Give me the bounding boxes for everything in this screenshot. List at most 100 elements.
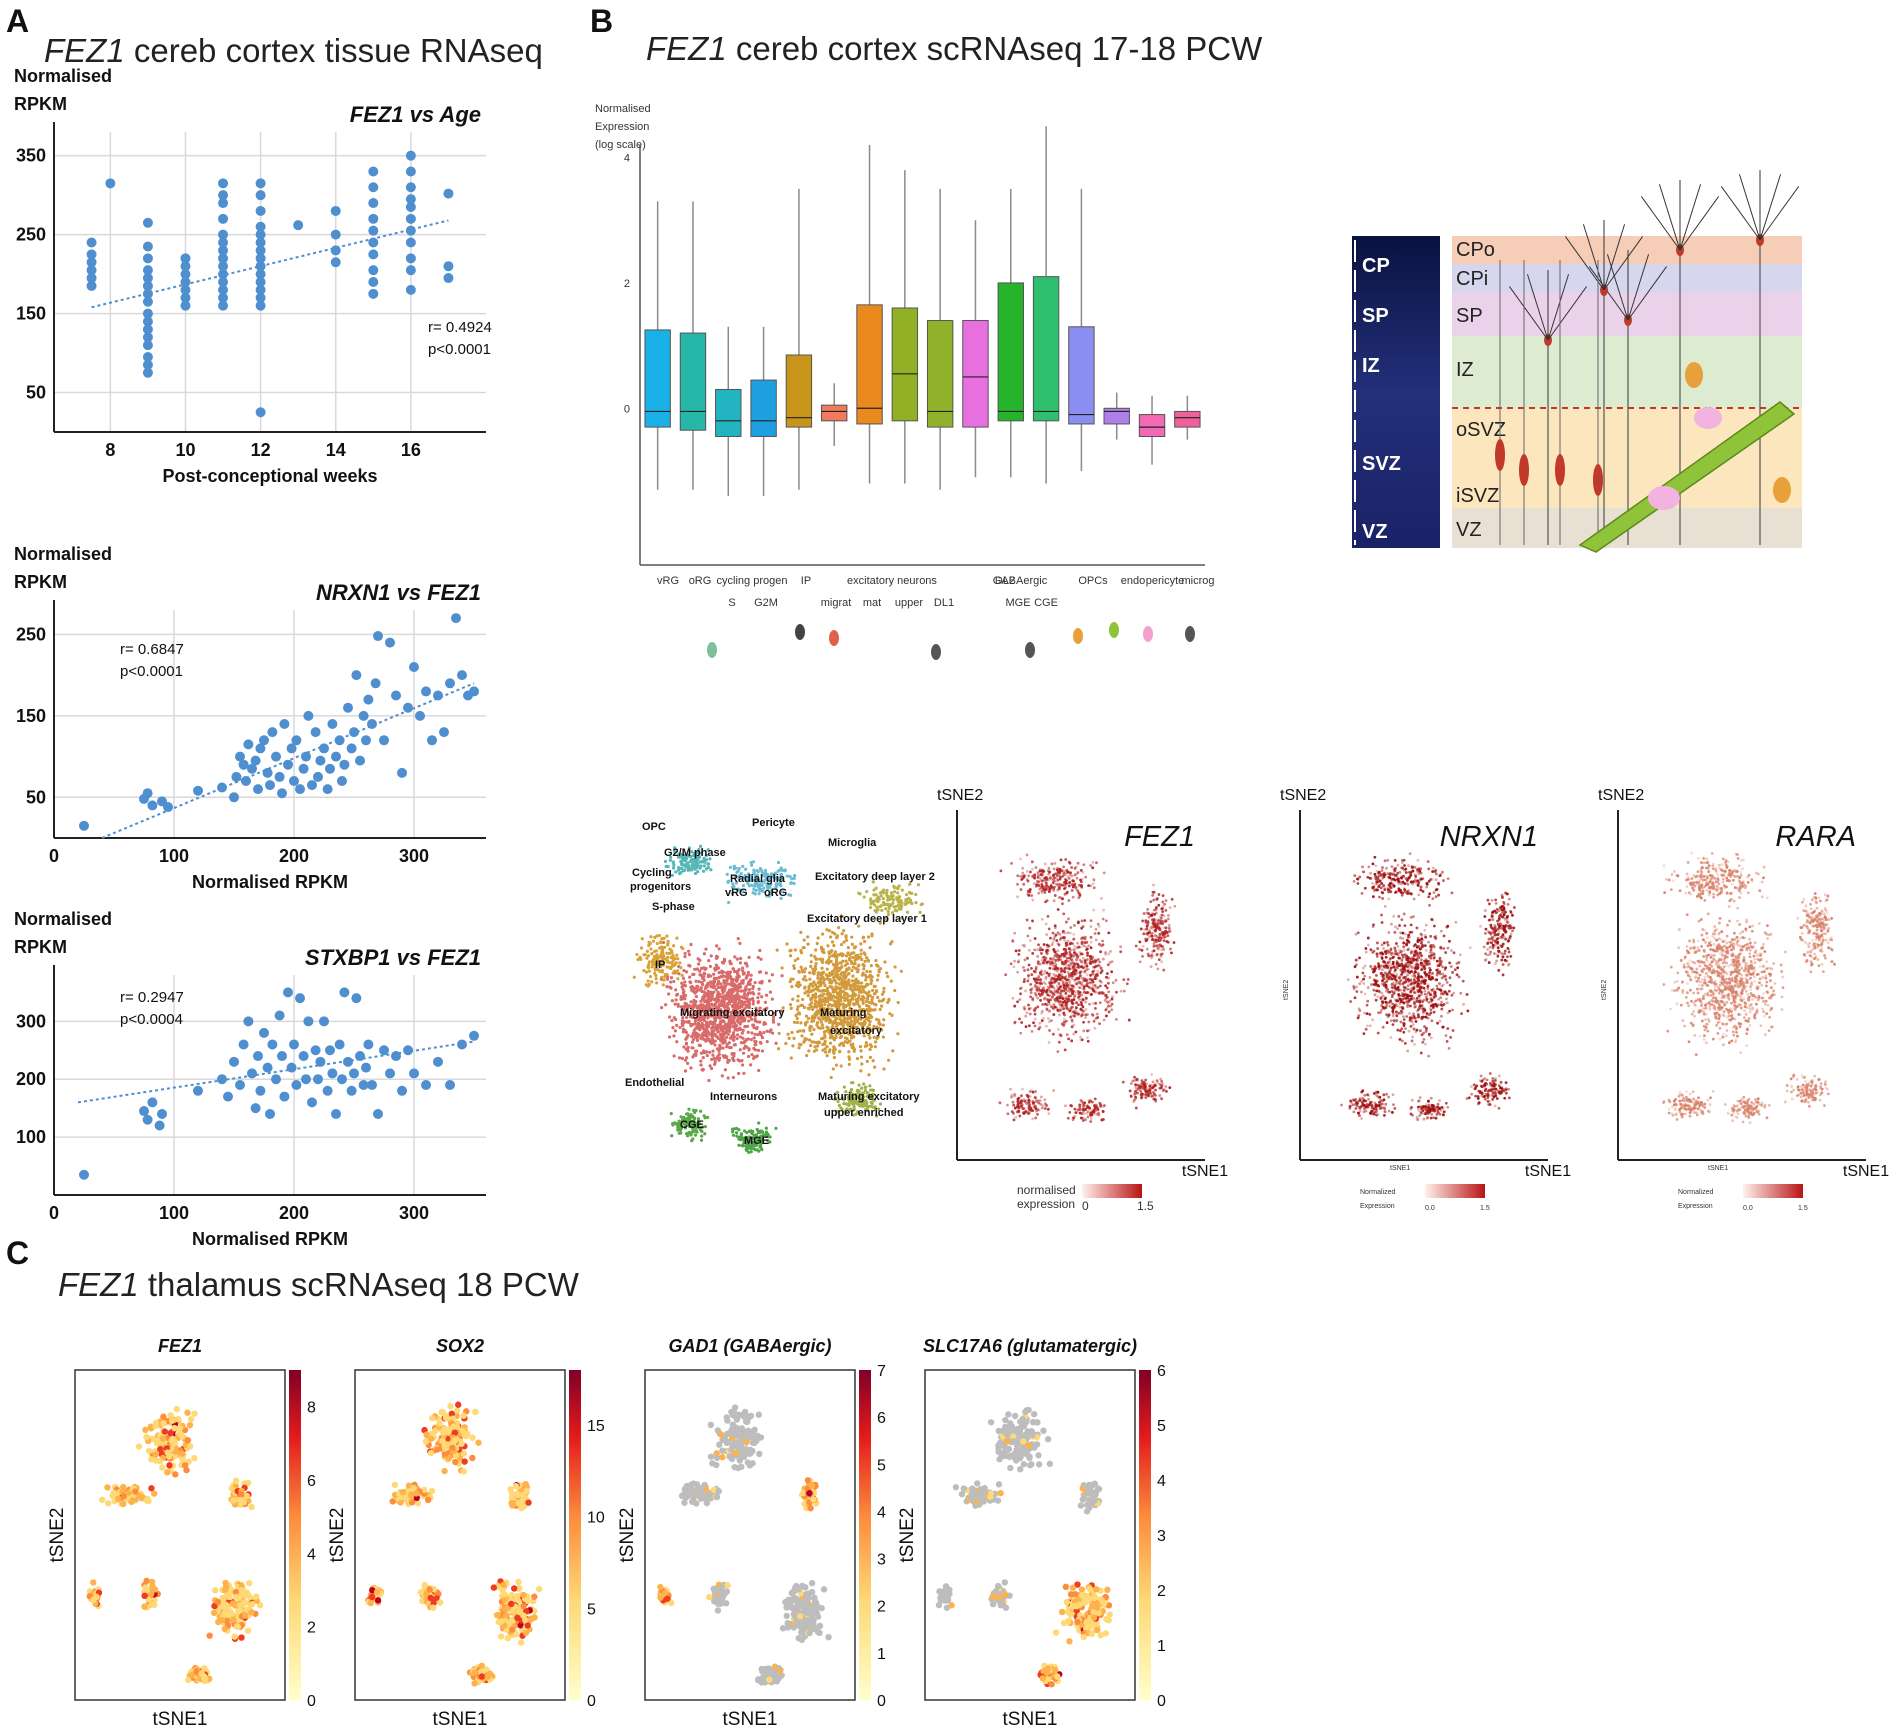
cluster-maturing-excitatory-point [815,1048,819,1052]
cluster-migrating-excitatory-point [750,1031,754,1035]
cell-point [1153,913,1157,916]
cluster-migrating-excitatory-point [753,1032,757,1036]
cell-point [1028,988,1032,992]
cell-point [1026,892,1030,896]
data-point [218,178,229,189]
cluster-maturing-excitatory-point [847,956,852,961]
cell-point [1046,949,1050,952]
cluster-maturing-excitatory-point [821,1036,825,1040]
cell-point [1037,891,1041,895]
cell-point [1096,974,1099,977]
cell-point [1094,938,1098,942]
cluster-migrating-excitatory-point [687,952,691,957]
cluster-migrating-excitatory-point [758,1006,762,1010]
cluster-mge-point [755,1148,759,1152]
cluster-migrating-excitatory-point [693,967,697,971]
cell-point [1026,934,1030,938]
layer-label-sp: SP [1456,305,1483,327]
cluster-maturing-excitatory-point [839,972,843,977]
cluster-mge-point [738,1135,742,1140]
cluster-migrating-excitatory-point [697,1033,701,1037]
cell-point [1019,1031,1023,1035]
cluster-ip-point [669,956,673,960]
cluster-cge-point [699,1138,704,1142]
cell-point [1142,932,1146,936]
cluster-cge-point [671,1123,675,1127]
cluster-migrating-excitatory-point [732,1043,736,1047]
cluster-maturing-excitatory-point [879,1004,884,1008]
cluster-label: Excitatory deep layer 2 [815,871,935,883]
data-point [303,710,314,721]
cluster-maturing-excitatory-point [850,979,855,983]
cell-point [1040,1019,1044,1023]
cluster-migrating-excitatory-point [717,947,721,951]
cell-point [1068,981,1072,984]
cell-point [1151,894,1155,897]
cluster-label: MGE [744,1135,769,1147]
data-point [405,194,416,205]
cell-point [1085,962,1088,966]
cell-point [1046,945,1049,949]
cell-point [1063,1048,1067,1052]
data-point [247,763,257,774]
cluster-maturing-excitatory-point [870,1001,874,1005]
cluster-migrating-excitatory-point [732,986,737,990]
cluster-ip-point [642,968,646,973]
cell-point [1010,1110,1014,1114]
cell-point [1096,969,1100,973]
cluster-excitatory-deep-layer-1-point [903,902,907,906]
cluster-maturing-excitatory-point [854,966,858,971]
y-axis-label: RPKM [14,94,67,114]
cluster-migrating-excitatory-point [738,1035,742,1039]
cell-point [1026,968,1030,972]
data-point [286,743,297,754]
cell-point [1041,1003,1045,1006]
cell-point [1085,984,1089,988]
cell-point [1028,1012,1032,1016]
cluster-migrating-excitatory-point [765,1029,769,1033]
cluster-migrating-excitatory-point [760,1036,765,1040]
cluster-migrating-excitatory-point [713,1001,718,1006]
cluster-migrating-excitatory-point [740,966,745,970]
cluster-migrating-excitatory-point [724,975,728,979]
cluster-ip-point [635,952,639,957]
cluster-migrating-excitatory-point [699,999,703,1003]
cluster-migrating-excitatory-point [756,1000,760,1005]
cell-point [1092,980,1095,984]
data-point [291,735,302,746]
cell-point [1056,949,1060,953]
cell-point [1034,965,1038,969]
cell-point [1020,1099,1023,1103]
cluster-migrating-excitatory-point [721,1054,725,1058]
cluster-migrating-excitatory-point [669,980,673,984]
data-point [265,780,275,791]
cluster-migrating-excitatory-point [741,969,745,973]
data-point [180,284,191,295]
cluster-migrating-excitatory-point [722,1030,727,1034]
cell-point [1039,978,1043,982]
cell-point [1047,1041,1051,1044]
cell-point [1059,975,1063,978]
cell-point [1043,878,1047,882]
cluster-migrating-excitatory-point [743,1007,747,1011]
cluster-excitatory-deep-layer-1-point [882,902,886,906]
cluster-migrating-excitatory-point [686,1045,690,1049]
cluster-mge-point [731,1133,736,1137]
data-point [313,1074,323,1085]
cluster-migrating-excitatory-point [726,970,730,974]
cluster-migrating-excitatory-point [717,1049,721,1053]
cluster-excitatory-deep-layer-1-point [869,897,873,901]
cell-point [1028,890,1032,894]
cluster-maturing-excitatory-point [872,1035,876,1039]
cell-point [1044,977,1048,981]
data-point [405,237,416,248]
radial-glia-soma [1555,454,1565,486]
panel-letter-a: A [6,3,29,39]
cell-point [1035,883,1039,887]
cluster-maturing-excitatory-point [807,1038,812,1042]
cluster-excitatory-deep-layer-1-point [889,891,894,895]
box-2 [715,388,742,437]
cluster-label: Cycling [632,867,672,879]
cell-point [1043,890,1047,894]
cell-point [1067,899,1071,902]
